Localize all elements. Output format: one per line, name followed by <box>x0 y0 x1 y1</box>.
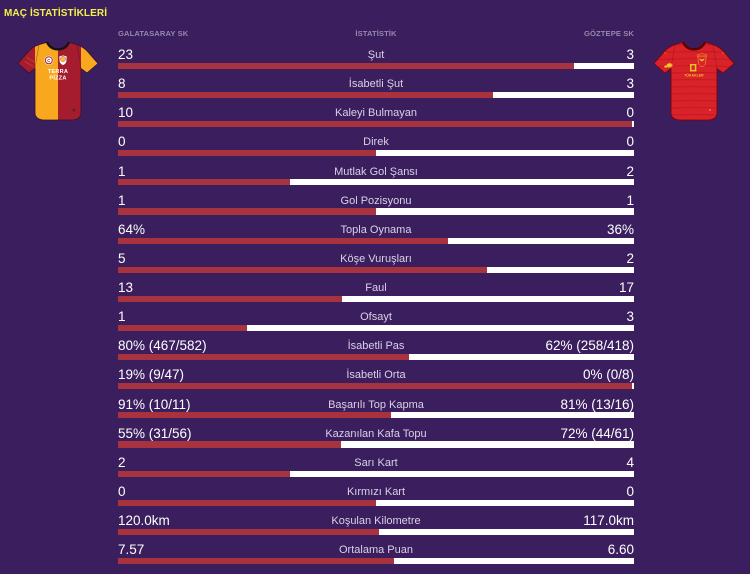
svg-text:TÜKAKLER: TÜKAKLER <box>684 73 704 78</box>
svg-text:TERRA: TERRA <box>48 69 68 75</box>
svg-text:PİZZA: PİZZA <box>49 74 66 81</box>
svg-text:C: C <box>47 58 50 63</box>
